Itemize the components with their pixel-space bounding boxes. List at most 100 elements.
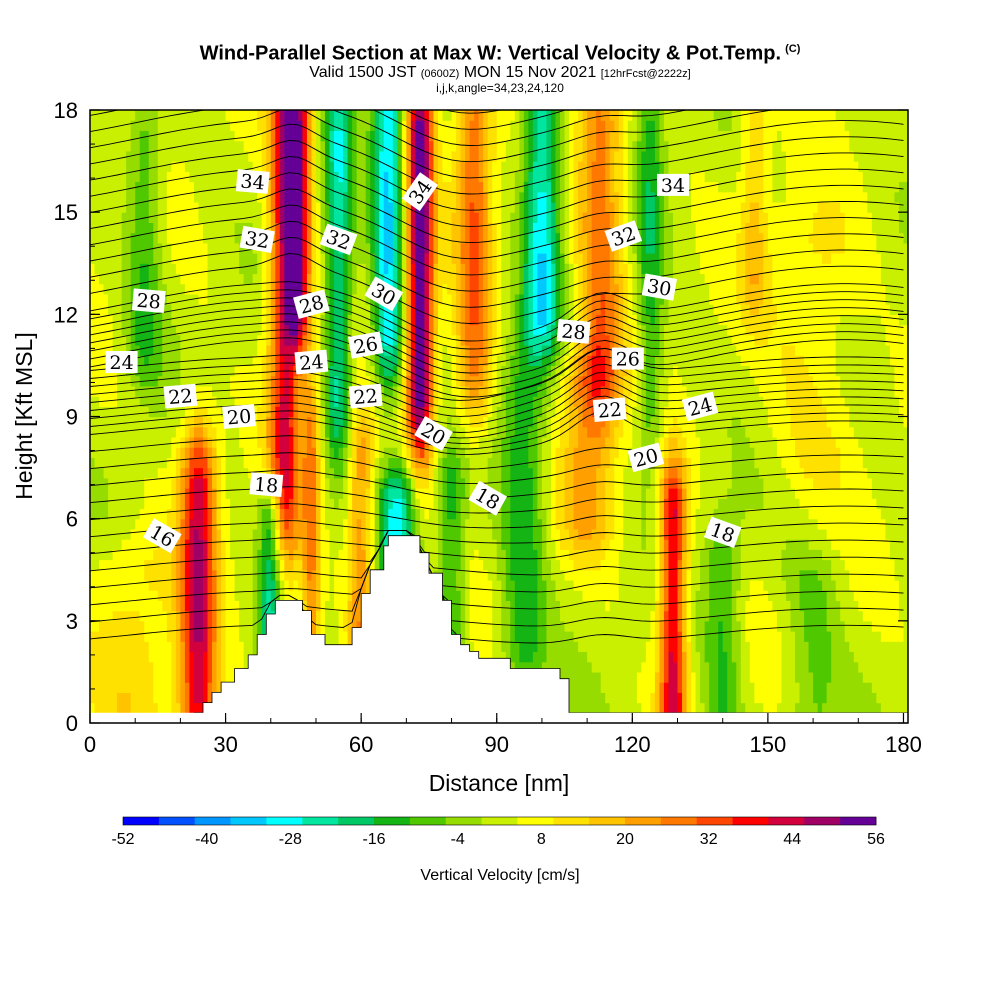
w-cell bbox=[121, 201, 127, 213]
w-cell bbox=[139, 518, 145, 530]
w-cell bbox=[275, 436, 281, 448]
w-cell bbox=[442, 212, 448, 223]
w-cell bbox=[361, 161, 367, 172]
w-cell bbox=[221, 110, 227, 121]
w-cell bbox=[460, 539, 466, 550]
w-cell bbox=[130, 385, 136, 397]
w-cell bbox=[202, 498, 209, 510]
w-cell bbox=[343, 140, 349, 152]
w-cell bbox=[401, 334, 407, 346]
w-cell bbox=[288, 140, 294, 152]
w-cell bbox=[252, 539, 258, 550]
w-cell bbox=[365, 569, 371, 581]
w-cell bbox=[130, 150, 136, 162]
w-cell bbox=[117, 344, 123, 356]
w-cell bbox=[198, 641, 204, 653]
w-cell bbox=[212, 406, 218, 418]
w-cell bbox=[320, 539, 326, 550]
w-cell bbox=[370, 559, 376, 571]
w-cell bbox=[166, 600, 172, 612]
w-cell bbox=[99, 661, 105, 673]
w-cell bbox=[94, 120, 100, 132]
w-cell bbox=[288, 385, 294, 397]
w-cell bbox=[212, 631, 218, 642]
w-cell bbox=[388, 181, 394, 193]
w-cell bbox=[379, 324, 385, 336]
w-cell bbox=[447, 150, 453, 162]
w-cell bbox=[383, 467, 389, 479]
w-cell bbox=[365, 314, 371, 326]
w-cell bbox=[302, 539, 308, 550]
w-cell bbox=[410, 150, 416, 162]
w-cell bbox=[130, 222, 136, 234]
w-cell bbox=[193, 263, 200, 275]
w-cell bbox=[379, 253, 385, 264]
w-cell bbox=[216, 263, 222, 275]
w-cell bbox=[198, 171, 204, 183]
w-cell bbox=[275, 508, 281, 520]
w-cell bbox=[329, 283, 335, 295]
w-cell bbox=[94, 232, 100, 244]
w-cell bbox=[225, 242, 231, 254]
w-cell bbox=[261, 426, 267, 438]
w-cell bbox=[315, 396, 322, 407]
w-cell bbox=[148, 447, 154, 458]
w-cell bbox=[248, 110, 254, 121]
w-cell bbox=[374, 467, 380, 479]
w-cell bbox=[212, 283, 218, 295]
w-cell bbox=[135, 150, 141, 162]
w-cell bbox=[202, 110, 209, 121]
w-cell bbox=[166, 140, 172, 152]
w-cell bbox=[243, 334, 249, 346]
w-cell bbox=[279, 518, 285, 530]
w-cell bbox=[397, 375, 403, 387]
w-cell bbox=[221, 620, 227, 632]
w-cell bbox=[108, 253, 114, 264]
w-cell bbox=[284, 263, 290, 275]
w-cell bbox=[392, 467, 398, 479]
w-cell bbox=[270, 314, 276, 326]
w-cell bbox=[112, 344, 118, 356]
w-cell bbox=[297, 242, 304, 254]
w-cell bbox=[144, 150, 150, 162]
w-cell bbox=[447, 396, 453, 407]
w-cell bbox=[171, 334, 177, 346]
w-cell bbox=[189, 692, 195, 704]
w-cell bbox=[388, 385, 394, 397]
w-cell bbox=[90, 140, 96, 152]
w-cell bbox=[135, 579, 141, 591]
w-cell bbox=[442, 355, 448, 367]
w-cell bbox=[356, 242, 362, 254]
w-cell bbox=[329, 263, 335, 275]
w-cell bbox=[216, 661, 222, 673]
w-cell bbox=[383, 426, 389, 438]
w-cell bbox=[447, 375, 453, 387]
w-cell bbox=[392, 355, 398, 367]
w-cell bbox=[320, 171, 326, 183]
w-cell bbox=[343, 610, 349, 622]
w-cell bbox=[361, 140, 367, 152]
w-cell bbox=[135, 273, 141, 285]
w-cell bbox=[352, 222, 358, 234]
w-cell bbox=[243, 324, 249, 336]
w-cell bbox=[189, 518, 195, 530]
w-cell bbox=[230, 140, 236, 152]
w-cell bbox=[153, 631, 159, 642]
w-cell bbox=[212, 426, 218, 438]
w-cell bbox=[433, 232, 439, 244]
w-cell bbox=[230, 161, 236, 172]
w-cell bbox=[207, 610, 213, 622]
w-cell bbox=[306, 436, 313, 448]
w-cell bbox=[456, 518, 462, 530]
w-cell bbox=[139, 406, 145, 418]
w-cell bbox=[406, 232, 412, 244]
w-cell bbox=[166, 110, 172, 121]
w-cell bbox=[456, 253, 462, 264]
w-cell bbox=[162, 324, 168, 336]
w-cell bbox=[171, 355, 177, 367]
w-cell bbox=[184, 508, 191, 520]
w-cell bbox=[121, 242, 127, 254]
w-cell bbox=[306, 253, 313, 264]
w-cell bbox=[248, 467, 254, 479]
w-cell bbox=[121, 498, 127, 510]
